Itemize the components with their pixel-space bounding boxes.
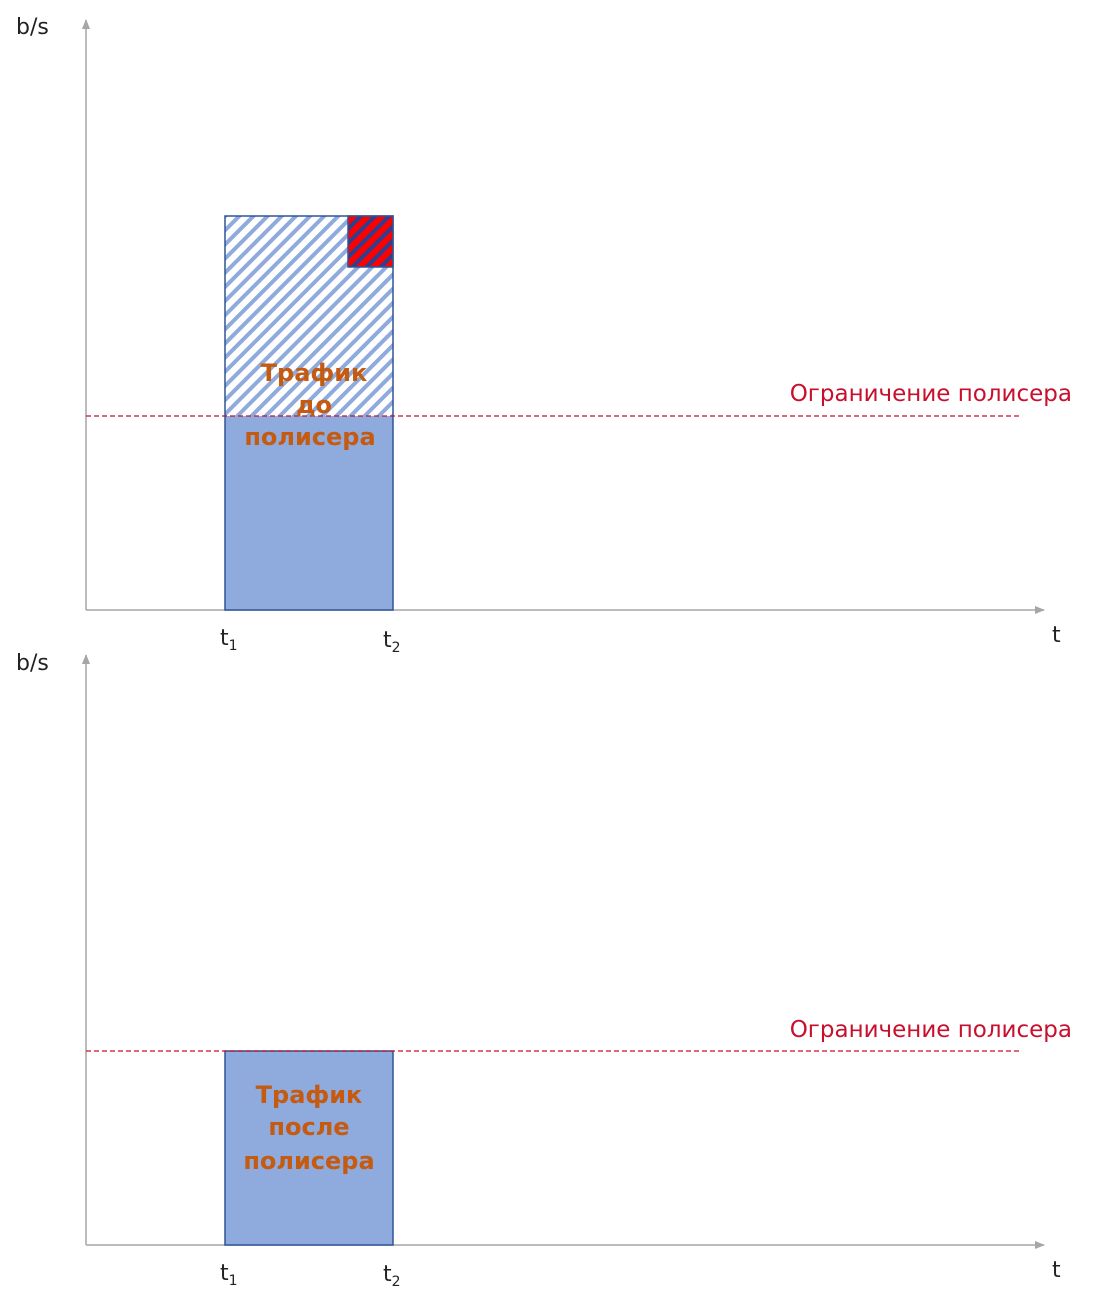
top-dropped-packets-marker: [347, 215, 394, 268]
top-traffic-bar-outline: [224, 215, 394, 611]
bottom-tick-t1: t1: [220, 1261, 238, 1289]
bottom-traffic-bar: [224, 1050, 394, 1246]
top-tick-t2-main: t: [383, 628, 392, 653]
bottom-traffic-label-line-3: полисера: [243, 1147, 374, 1175]
top-diagram: b/s t Ограничение полисера Трафик до пол…: [16, 15, 1072, 656]
bottom-tick-t1-sub: 1: [229, 1273, 238, 1289]
top-traffic-label-line-3: полисера: [244, 423, 375, 451]
top-traffic-label-line-1: Трафик: [261, 359, 368, 387]
bottom-traffic-label-line-2: после: [268, 1113, 349, 1141]
bottom-tick-t2: t2: [383, 1262, 401, 1290]
top-x-axis-label: t: [1052, 623, 1061, 648]
bottom-policer-limit-label: Ограничение полисера: [790, 1017, 1072, 1043]
top-traffic-conforming-area: [225, 416, 393, 610]
bottom-tick-t1-main: t: [220, 1261, 229, 1286]
top-traffic-label-line-2: до: [296, 391, 332, 419]
top-tick-t2: t2: [383, 628, 401, 656]
top-y-axis-label: b/s: [16, 15, 49, 40]
top-policer-limit-label: Ограничение полисера: [790, 381, 1072, 407]
bottom-tick-t2-sub: 2: [392, 1274, 401, 1290]
bottom-tick-t2-main: t: [383, 1262, 392, 1287]
top-tick-t2-sub: 2: [392, 640, 401, 656]
bottom-x-axis-label: t: [1052, 1258, 1061, 1283]
top-tick-t1: t1: [220, 626, 238, 654]
top-tick-t1-main: t: [220, 626, 229, 651]
bottom-y-axis-label: b/s: [16, 651, 49, 676]
bottom-traffic-label-line-1: Трафик: [256, 1081, 363, 1109]
top-tick-t1-sub: 1: [229, 638, 238, 654]
bottom-diagram: b/s t Ограничение полисера Трафик после …: [16, 651, 1072, 1290]
